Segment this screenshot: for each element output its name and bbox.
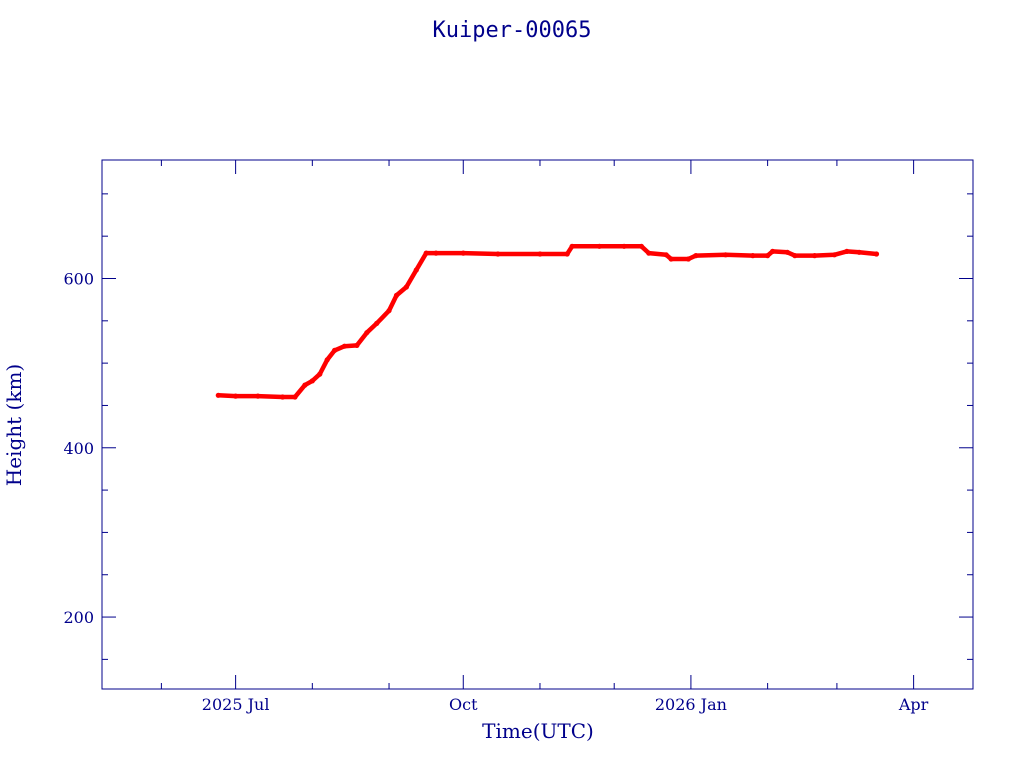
data-point	[324, 357, 330, 363]
x-tick-label: Oct	[449, 695, 478, 714]
data-point	[856, 249, 862, 255]
data-point	[638, 243, 645, 249]
data-point	[386, 308, 392, 314]
data-point	[844, 248, 850, 254]
plot-frame	[101, 159, 974, 690]
data-point	[460, 250, 466, 256]
data-point	[537, 251, 543, 257]
data-point	[765, 253, 771, 259]
data-point	[564, 251, 570, 257]
y-tick-label: 600	[63, 269, 94, 288]
data-point	[621, 243, 627, 249]
data-point	[433, 250, 439, 256]
data-point	[784, 249, 791, 255]
data-point	[693, 253, 699, 259]
y-axis-label: Height (km)	[2, 364, 26, 486]
data-point	[685, 256, 692, 262]
data-point	[341, 343, 348, 349]
chart-title: Kuiper-00065	[433, 18, 592, 43]
data-point	[668, 256, 674, 262]
data-point	[569, 243, 575, 249]
data-point	[723, 252, 729, 258]
data-point	[374, 320, 380, 326]
x-tick-label: 2026 Jan	[655, 695, 727, 714]
data-point	[663, 252, 669, 258]
data-point	[792, 253, 798, 259]
data-point	[332, 347, 338, 353]
data-point	[646, 250, 652, 256]
data-point	[215, 392, 221, 398]
data-point	[309, 378, 315, 384]
y-tick-label: 200	[63, 608, 94, 627]
data-point	[596, 243, 603, 249]
data-point	[292, 394, 298, 400]
y-tick-label: 400	[63, 439, 94, 458]
data-point	[403, 284, 409, 290]
data-point	[233, 393, 239, 399]
data-point	[317, 371, 323, 377]
data-point	[423, 250, 429, 256]
data-point	[393, 292, 400, 298]
data-point	[770, 248, 776, 254]
data-point	[302, 382, 308, 388]
data-point	[280, 394, 286, 400]
series-line	[216, 244, 879, 400]
data-point	[750, 253, 756, 259]
x-axis-label: Time(UTC)	[482, 719, 594, 743]
data-point	[831, 252, 838, 258]
data-point	[413, 267, 419, 273]
data-point	[364, 330, 370, 336]
data-point	[255, 393, 261, 399]
data-point	[873, 251, 880, 257]
data-point	[495, 251, 501, 257]
plot-area: 2025 Jul Oct 2026 Jan Apr 200 400 600	[63, 159, 974, 714]
data-point	[812, 253, 818, 259]
x-tick-label: Apr	[898, 695, 929, 714]
data-point	[354, 342, 360, 348]
x-tick-label: 2025 Jul	[202, 695, 270, 714]
